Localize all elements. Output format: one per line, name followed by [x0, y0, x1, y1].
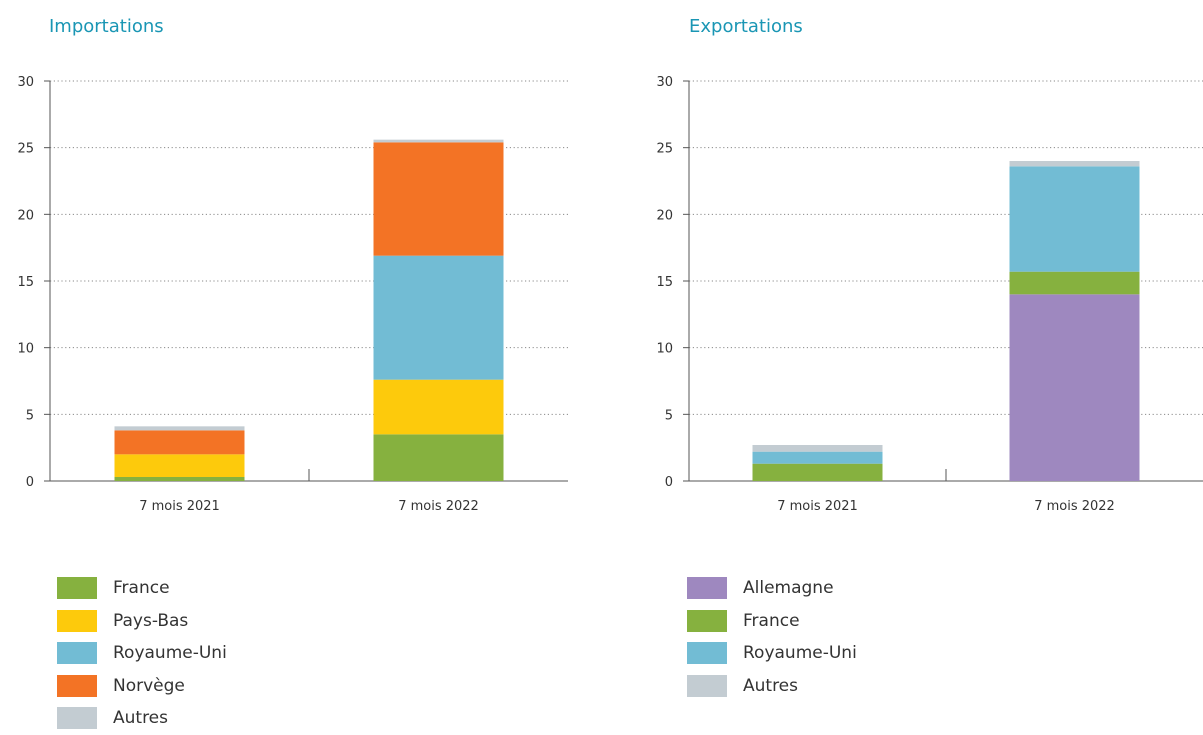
x-tick-label: 7 mois 2022 — [1034, 499, 1115, 514]
bar-segment-royaume-uni — [1009, 166, 1140, 272]
bar-segment-allemagne — [1009, 294, 1140, 481]
bar-segment-france — [373, 434, 504, 481]
y-tick-label: 20 — [656, 208, 673, 223]
y-tick-label: 20 — [17, 208, 34, 223]
legend-swatch — [687, 642, 727, 665]
y-tick-label: 15 — [17, 275, 34, 290]
bar-segment-autres — [1009, 161, 1140, 167]
y-tick-label: 25 — [17, 142, 34, 157]
legend-label: France — [743, 610, 800, 631]
legend-swatch — [687, 577, 727, 600]
y-tick-label: 25 — [656, 142, 673, 157]
bar-segment-france — [114, 477, 245, 481]
bar-segment-autres — [373, 139, 504, 143]
bar-segment-royaume-uni — [373, 255, 504, 380]
bar-segment-norv-ge — [373, 142, 504, 256]
bar-segment-france — [752, 463, 883, 481]
legend-item: Pays-Bas — [57, 605, 227, 638]
bar-segment-pays-bas — [373, 379, 504, 435]
legend-swatch — [57, 707, 97, 730]
legend-label: Pays-Bas — [113, 610, 189, 631]
legend-label: Autres — [113, 708, 169, 729]
bar-segment-france — [1009, 271, 1140, 295]
legend-swatch — [57, 642, 97, 665]
y-tick-label: 30 — [656, 75, 673, 90]
y-tick-label: 30 — [17, 75, 34, 90]
chart-title: Exportations — [689, 16, 803, 37]
legend-label: Royaume-Uni — [113, 643, 227, 664]
y-tick-label: 0 — [665, 475, 673, 490]
chart-title: Importations — [49, 16, 164, 37]
imports-legend: France Pays-Bas Royaume-Uni Norvège Autres — [57, 572, 227, 735]
legend-swatch — [687, 674, 727, 697]
legend-label: Norvège — [113, 675, 185, 696]
legend-swatch — [57, 577, 97, 600]
x-tick-label: 7 mois 2021 — [139, 499, 220, 514]
y-tick-label: 5 — [665, 408, 673, 423]
y-tick-label: 0 — [26, 475, 34, 490]
legend-item: Autres — [687, 670, 857, 703]
x-tick-label: 7 mois 2022 — [398, 499, 479, 514]
legend-label: Autres — [743, 675, 799, 696]
y-tick-label: 15 — [656, 275, 673, 290]
legend-item: Allemagne — [687, 572, 857, 605]
exports-legend: Allemagne France Royaume-Uni Autres — [687, 572, 857, 702]
bar-segment-norv-ge — [114, 430, 245, 455]
legend-item: France — [687, 605, 857, 638]
legend-item: Royaume-Uni — [687, 637, 857, 670]
legend-item: France — [57, 572, 227, 605]
bar-segment-autres — [114, 426, 245, 431]
bar-segment-autres — [752, 445, 883, 452]
y-tick-label: 10 — [17, 342, 34, 357]
legend-item: Norvège — [57, 670, 227, 703]
legend-item: Autres — [57, 702, 227, 735]
legend-item: Royaume-Uni — [57, 637, 227, 670]
imports-panel: Importations 0 5 10 15 20 25 30 7 mois 2021 7 mo… — [0, 0, 600, 730]
imports-chart: 0 5 10 15 20 25 30 7 mois 2021 7 mois 2022 — [17, 75, 568, 514]
legend-label: Allemagne — [743, 578, 834, 599]
bar-segment-pays-bas — [114, 454, 245, 477]
legend-swatch — [57, 674, 97, 697]
legend-label: France — [113, 578, 170, 599]
x-tick-label: 7 mois 2021 — [777, 499, 858, 514]
bar-segment-royaume-uni — [752, 451, 883, 464]
exports-panel: Exportations 0 5 10 15 20 25 30 7 mois 2021 7 mo… — [600, 0, 1203, 722]
legend-swatch — [57, 609, 97, 632]
y-tick-label: 5 — [26, 408, 34, 423]
legend-swatch — [687, 609, 727, 632]
exports-chart: 0 5 10 15 20 25 30 7 mois 2021 7 mois 2022 — [656, 75, 1203, 514]
legend-label: Royaume-Uni — [743, 643, 857, 664]
y-tick-label: 10 — [656, 342, 673, 357]
